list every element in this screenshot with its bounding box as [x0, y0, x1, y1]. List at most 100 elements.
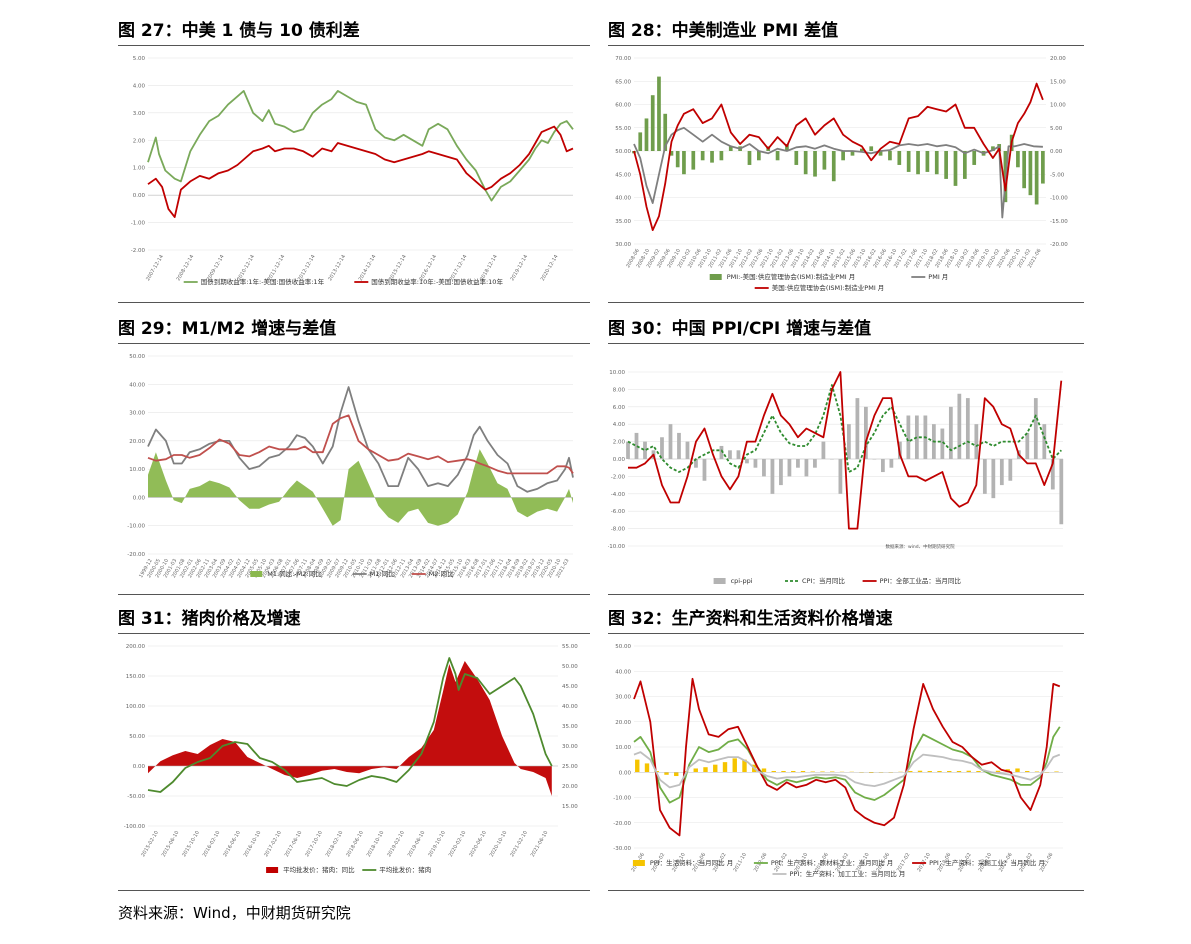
- x-tick-label: 2008-12-14: [176, 254, 196, 282]
- area-series: [148, 449, 573, 526]
- bar: [779, 459, 783, 486]
- chart-panel-28: 30.00 35.00 40.00 45.00 50.00 55.00 60.00 65.00…: [608, 48, 1084, 303]
- bar: [736, 450, 741, 459]
- bar: [822, 151, 827, 170]
- legend-label: PMI 月: [928, 273, 948, 281]
- y-tick-label: 0.00: [133, 495, 146, 501]
- y2-tick-label: -15.00: [1050, 219, 1068, 225]
- bar: [995, 770, 1001, 773]
- y2-tick-label: -10.00: [1050, 196, 1068, 202]
- bar: [722, 762, 728, 773]
- line-series: [633, 82, 1044, 231]
- bar: [864, 406, 868, 459]
- chart-32-svg: -30.00 -20.00 -10.00 0.00 10.00 20.00 30.00 40.…: [613, 644, 1063, 878]
- bar: [976, 770, 981, 773]
- x-tick-label: 2017-06-10: [284, 830, 304, 858]
- bar: [660, 437, 664, 459]
- y2-tick-label: 5.00: [1050, 126, 1063, 132]
- y2-tick-label: 40.00: [562, 704, 578, 710]
- chart-panel-32: -30.00 -20.00 -10.00 0.00 10.00 20.00 30.00 40.…: [608, 636, 1084, 891]
- legend-label: 美国:供应管理协会(ISM):制造业PMI 月: [772, 283, 885, 292]
- bar: [804, 459, 809, 477]
- bar: [838, 459, 843, 494]
- bar: [940, 428, 945, 459]
- line-series: [633, 126, 1043, 219]
- bar: [794, 151, 799, 165]
- legend-swatch: [632, 860, 645, 866]
- bar: [821, 441, 826, 459]
- x-tick-label: 2017-02-10: [263, 830, 283, 858]
- bar: [991, 459, 996, 499]
- bar: [972, 151, 977, 165]
- bar: [669, 151, 674, 156]
- x-tick-label: 2017-10-10: [304, 830, 324, 858]
- x-tick-label: 2020-06-10: [468, 830, 488, 858]
- bar: [700, 151, 705, 161]
- bar: [728, 146, 733, 151]
- y-tick-label: -10.00: [608, 544, 625, 550]
- bar: [855, 398, 860, 459]
- y-tick-label: 10.00: [615, 745, 631, 751]
- bar: [787, 459, 792, 477]
- bar: [770, 459, 775, 494]
- y2-tick-label: 45.00: [562, 684, 578, 690]
- y-tick-label: 100.00: [126, 704, 146, 710]
- y-tick-label: -20.00: [613, 821, 631, 827]
- chart-title-29: 图 29：M1/M2 增速与差值: [118, 315, 590, 344]
- bar: [626, 441, 630, 459]
- bar: [906, 415, 911, 459]
- bar: [643, 441, 647, 459]
- bar: [685, 441, 690, 459]
- bar: [859, 148, 864, 151]
- bar: [800, 770, 806, 773]
- bar: [948, 406, 953, 459]
- y-tick-label: -2.00: [131, 248, 146, 254]
- bar: [999, 459, 1004, 486]
- bar: [925, 151, 930, 172]
- bar: [644, 763, 650, 773]
- bar: [813, 151, 817, 177]
- bar: [869, 772, 874, 774]
- line-series: [147, 90, 574, 202]
- bar: [897, 151, 902, 165]
- y-tick-label: -30.00: [613, 846, 631, 852]
- y-tick-label: 3.00: [133, 111, 146, 117]
- y-tick-label: 55.00: [615, 126, 631, 132]
- y-tick-label: 45.00: [615, 172, 631, 178]
- line-series: [147, 657, 553, 793]
- y-tick-label: 30.00: [129, 411, 145, 417]
- legend-swatch: [266, 867, 279, 873]
- bar: [965, 398, 970, 459]
- bar: [732, 758, 737, 773]
- bar: [719, 151, 724, 161]
- bar: [881, 459, 885, 473]
- bar: [657, 76, 661, 151]
- bar: [638, 132, 643, 151]
- bar: [1008, 459, 1013, 481]
- bar: [962, 151, 967, 179]
- bar: [668, 424, 673, 459]
- chart-title-30: 图 30：中国 PPI/CPI 增速与差值: [608, 315, 1084, 344]
- bar: [1015, 768, 1020, 773]
- bar: [1054, 771, 1059, 773]
- x-tick-label: 2018-10-10: [366, 830, 386, 858]
- bar: [1033, 398, 1038, 459]
- y2-tick-label: -20.00: [1050, 242, 1068, 248]
- x-tick-label: 2019-06-10: [407, 830, 427, 858]
- x-tick-label: 2019-10-10: [427, 830, 447, 858]
- chart-note: 数据来源：wind、中财期货研究院: [886, 543, 956, 550]
- y-tick-label: 65.00: [615, 79, 631, 85]
- chart-title-28: 图 28：中美制造业 PMI 差值: [608, 17, 1084, 46]
- y2-tick-label: 20.00: [1050, 56, 1066, 62]
- bar: [703, 767, 708, 773]
- y-tick-label: 150.00: [126, 674, 146, 680]
- bar: [956, 770, 962, 773]
- bar: [719, 445, 724, 459]
- bar: [847, 424, 851, 459]
- y2-tick-label: 30.00: [562, 744, 578, 750]
- y2-tick-label: 0.00: [1050, 149, 1063, 155]
- chart-panel-31: -100.00 -50.00 0.00 50.00 100.00 150.00 200.00…: [118, 636, 590, 891]
- x-tick-label: 2019-12-14: [509, 254, 529, 282]
- bar: [650, 95, 655, 151]
- area-series: [148, 661, 552, 796]
